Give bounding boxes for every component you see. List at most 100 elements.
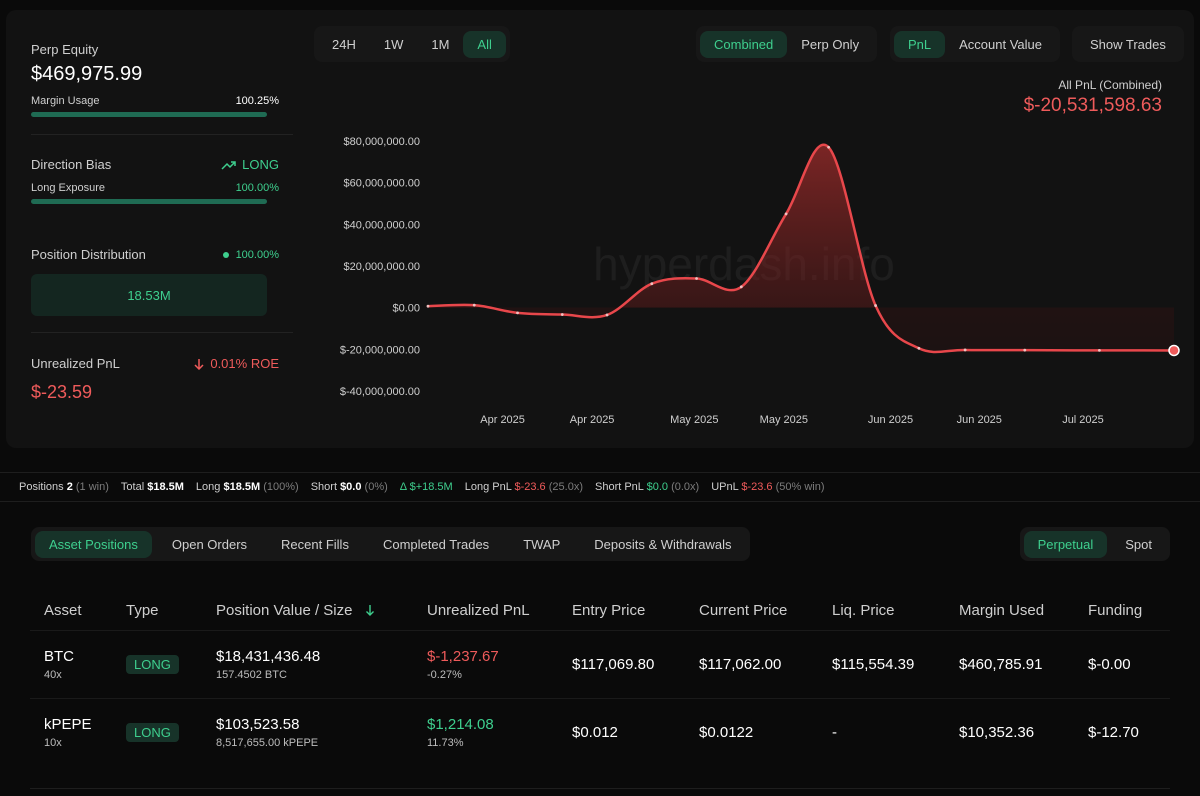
tab-deposits-withdrawals[interactable]: Deposits & Withdrawals <box>594 536 732 552</box>
direction-bias-label: Direction Bias <box>31 157 112 172</box>
long-exposure-value: 100.00% <box>235 182 279 194</box>
col-current-price[interactable]: Current Price <box>699 602 788 620</box>
stat-short: Short $0.0 (0%) <box>311 481 388 493</box>
tab-account-value[interactable]: Account Value <box>959 36 1043 52</box>
pnl-point <box>739 285 743 289</box>
tab-24h[interactable]: 24H <box>332 36 356 52</box>
unrealized-pnl-block: Unrealized PnL 0.01% ROE $-23.59 <box>31 356 293 403</box>
unrealized-pnl-label: Unrealized PnL <box>31 356 120 371</box>
stat-long-pnl-value: $-23.6 <box>514 481 546 493</box>
cell-funding: $-12.70 <box>1074 697 1170 766</box>
cell-liq-price: $115,554.39 <box>818 629 945 698</box>
x-axis: Apr 2025 Apr 2025 May 2025 May 2025 Jun 2025… <box>480 414 1104 426</box>
y-tick-label: $0.00 <box>392 303 420 315</box>
col-asset[interactable]: Asset <box>44 602 82 620</box>
positions-table: Asset Type Position Value / Size Unreali… <box>30 592 1170 766</box>
tab-spot[interactable]: Spot <box>1125 536 1152 552</box>
col-liq-price[interactable]: Liq. Price <box>832 602 895 620</box>
col-position-value[interactable]: Position Value / Size <box>202 592 413 630</box>
stat-positions-note: (1 win) <box>75 481 109 493</box>
arrow-down-icon <box>194 358 204 370</box>
tab-1w[interactable]: 1W <box>383 36 404 52</box>
pnl-point <box>650 282 654 286</box>
positions-tabs: Asset Positions Open Orders Recent Fills… <box>31 527 750 561</box>
position-value: $18,431,436.48 <box>216 647 321 665</box>
col-entry-price[interactable]: Entry Price <box>572 602 646 620</box>
y-tick-label: $20,000,000.00 <box>344 261 420 273</box>
col-unrealized-pnl[interactable]: Unrealized PnL <box>427 602 530 620</box>
y-tick-label: $80,000,000.00 <box>344 136 420 148</box>
position-distribution-row: Position Distribution 100.00% <box>31 247 293 262</box>
cell-asset[interactable]: BTC 40x <box>30 629 112 698</box>
stat-upnl-value: $-23.6 <box>741 481 773 493</box>
show-trades-group: Show Trades <box>1072 26 1184 62</box>
direction-bias-value: LONG <box>242 157 279 172</box>
col-type[interactable]: Type <box>126 602 159 620</box>
y-tick-label: $40,000,000.00 <box>344 219 420 231</box>
x-tick-label: Apr 2025 <box>480 414 525 426</box>
stat-long: Long $18.5M (100%) <box>196 481 299 493</box>
table-row[interactable]: kPEPE 10x LONG $103,523.58 8,517,655.00 … <box>30 697 1170 766</box>
tab-1m[interactable]: 1M <box>431 36 450 52</box>
tab-perpetual[interactable]: Perpetual <box>1023 530 1108 558</box>
divider <box>31 332 293 333</box>
tab-twap[interactable]: TWAP <box>523 536 561 552</box>
pnl-current-point[interactable] <box>1168 344 1180 357</box>
cell-current-price: $0.0122 <box>685 697 818 766</box>
cell-entry-price: $0.012 <box>558 697 685 766</box>
tab-combined[interactable]: Combined <box>700 30 788 58</box>
chart-header: All PnL (Combined) $-20,531,598.63 <box>1024 78 1162 117</box>
margin-usage-label: Margin Usage <box>31 95 100 107</box>
margin-usage-row: Margin Usage 100.25% <box>31 95 293 107</box>
chart-header-label: All PnL (Combined) <box>1058 78 1162 92</box>
show-trades-button[interactable]: Show Trades <box>1090 36 1166 52</box>
table-row[interactable]: BTC 40x LONG $18,431,436.48 157.4502 BTC… <box>30 629 1170 698</box>
distribution-bar-long[interactable]: 18.53M <box>31 274 267 316</box>
x-tick-label: Jun 2025 <box>868 414 913 426</box>
tab-open-orders[interactable]: Open Orders <box>171 536 248 552</box>
cell-margin-used: $460,785.91 <box>945 629 1074 698</box>
cell-unrealized-pnl: $1,214.08 11.73% <box>413 697 558 766</box>
tab-completed-trades[interactable]: Completed Trades <box>382 536 490 552</box>
pnl-point <box>695 277 698 280</box>
stat-positions-label: Positions <box>19 481 64 493</box>
pnl-point <box>560 313 564 316</box>
position-value: $103,523.58 <box>216 715 300 733</box>
margin-usage-bar <box>31 112 267 117</box>
tab-all[interactable]: All <box>463 30 506 58</box>
perp-equity-label: Perp Equity <box>31 42 99 57</box>
pnl-point <box>784 212 788 216</box>
stat-total-label: Total <box>120 481 145 493</box>
x-tick-label: Jun 2025 <box>957 414 1002 426</box>
pnl-chart[interactable]: hyperdash.info $80,000,000.00 $60,000,000… <box>306 80 1190 440</box>
col-margin-used[interactable]: Margin Used <box>959 602 1045 620</box>
upnl-value: $1,214.08 <box>427 715 494 733</box>
y-axis: $80,000,000.00 $60,000,000.00 $40,000,000.… <box>340 136 420 398</box>
chart-header-value: $-20,531,598.63 <box>1023 95 1162 116</box>
stat-upnl-note: (50% win) <box>775 481 825 493</box>
long-exposure-row: Long Exposure 100.00% <box>31 182 293 194</box>
cell-funding: $-0.00 <box>1074 629 1170 698</box>
stat-total: Total $18.5M <box>121 481 184 493</box>
stat-long-value: $18.5M <box>223 481 261 493</box>
stat-delta: Δ $+18.5M <box>400 481 453 493</box>
tab-asset-positions[interactable]: Asset Positions <box>35 530 152 558</box>
pnl-points <box>426 145 1180 357</box>
cell-entry-price: $117,069.80 <box>558 629 685 698</box>
tab-perp-only[interactable]: Perp Only <box>801 36 860 52</box>
pnl-chart-svg[interactable]: hyperdash.info $80,000,000.00$60,000,000… <box>306 80 1190 440</box>
position-distribution-value: 100.00% <box>235 248 279 261</box>
cell-asset[interactable]: kPEPE 10x <box>30 697 112 766</box>
tab-pnl[interactable]: PnL <box>894 30 946 58</box>
sort-arrow-down-icon[interactable] <box>365 604 375 617</box>
mode-tabs: Combined Perp Only <box>696 26 878 62</box>
stat-positions: Positions 2 (1 win) <box>19 481 109 493</box>
position-distribution-value-wrap: 100.00% <box>222 248 279 261</box>
stat-long-label: Long <box>195 481 221 493</box>
x-tick-label: Jul 2025 <box>1062 414 1104 426</box>
pnl-point <box>1023 348 1027 352</box>
pnl-point <box>426 304 430 308</box>
col-funding[interactable]: Funding <box>1088 602 1143 620</box>
tab-recent-fills[interactable]: Recent Fills <box>281 536 349 552</box>
perp-equity-block: Perp Equity $469,975.99 Margin Usage 100… <box>31 42 293 117</box>
